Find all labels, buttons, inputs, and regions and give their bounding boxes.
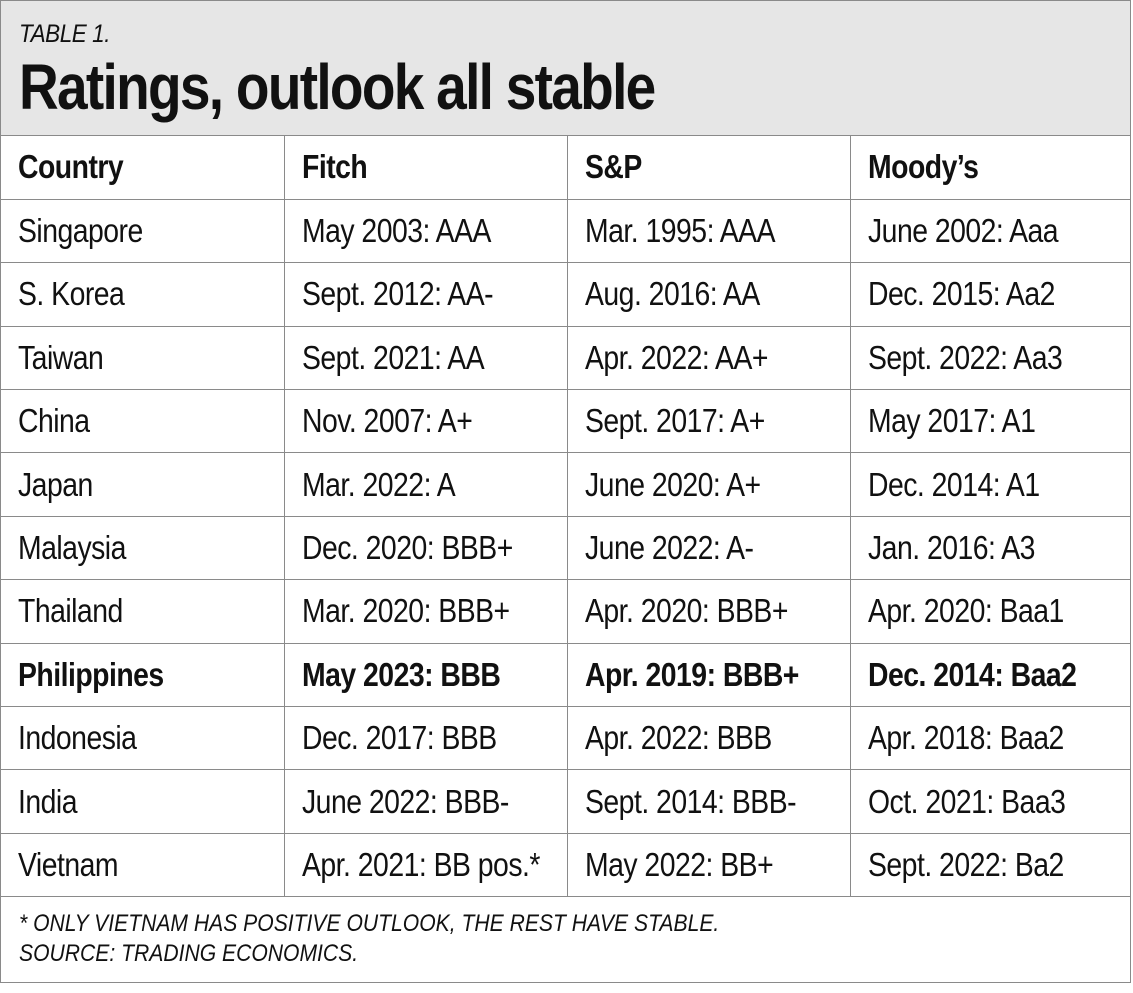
cell-country: India <box>1 769 285 834</box>
cell-moodys: Dec. 2014: Baa2 <box>850 643 1130 708</box>
cell-sp: Sept. 2017: A+ <box>567 389 851 454</box>
table-row: Philippines May 2023: BBB Apr. 2019: BBB+ D… <box>1 643 1130 708</box>
table-title: Ratings, outlook all stable <box>19 51 656 123</box>
cell-moodys: Sept. 2022: Aa3 <box>850 326 1130 391</box>
cell-country: China <box>1 389 285 454</box>
table-header-row: Country Fitch S&P Moody’s <box>1 136 1130 200</box>
table-row: Indonesia Dec. 2017: BBB Apr. 2022: BBB Apr… <box>1 706 1130 771</box>
cell-country: Indonesia <box>1 706 285 771</box>
cell-country: Thailand <box>1 579 285 644</box>
cell-fitch: May 2023: BBB <box>284 643 568 708</box>
table-header: TABLE 1. Ratings, outlook all stable <box>1 1 1130 136</box>
cell-sp: Aug. 2016: AA <box>567 262 851 327</box>
cell-country: S. Korea <box>1 262 285 327</box>
cell-sp: May 2022: BB+ <box>567 833 851 898</box>
table-row: Singapore May 2003: AAA Mar. 1995: AAA June… <box>1 199 1130 264</box>
cell-fitch: May 2003: AAA <box>284 199 568 264</box>
cell-moodys: Dec. 2014: A1 <box>850 452 1130 517</box>
cell-moodys: Apr. 2018: Baa2 <box>850 706 1130 771</box>
cell-sp: June 2020: A+ <box>567 452 851 517</box>
cell-sp: Mar. 1995: AAA <box>567 199 851 264</box>
cell-country: Singapore <box>1 199 285 264</box>
cell-fitch: Mar. 2020: BBB+ <box>284 579 568 644</box>
cell-fitch: June 2022: BBB- <box>284 769 568 834</box>
column-header-country: Country <box>1 136 285 200</box>
table-row: Malaysia Dec. 2020: BBB+ June 2022: A- Jan.… <box>1 516 1130 581</box>
cell-fitch: Dec. 2017: BBB <box>284 706 568 771</box>
cell-fitch: Mar. 2022: A <box>284 452 568 517</box>
table-row: Taiwan Sept. 2021: AA Apr. 2022: AA+ Sept. … <box>1 326 1130 391</box>
cell-country: Philippines <box>1 643 285 708</box>
table-row: Thailand Mar. 2020: BBB+ Apr. 2020: BBB+ Ap… <box>1 579 1130 644</box>
cell-fitch: Sept. 2021: AA <box>284 326 568 391</box>
cell-sp: Apr. 2022: BBB <box>567 706 851 771</box>
cell-country: Taiwan <box>1 326 285 391</box>
table-row: Japan Mar. 2022: A June 2020: A+ Dec. 2014:… <box>1 452 1130 517</box>
cell-moodys: Oct. 2021: Baa3 <box>850 769 1130 834</box>
table-number-label: TABLE 1. <box>19 20 111 48</box>
table-row: S. Korea Sept. 2012: AA- Aug. 2016: AA Dec.… <box>1 262 1130 327</box>
cell-moodys: Jan. 2016: A3 <box>850 516 1130 581</box>
cell-sp: Sept. 2014: BBB- <box>567 769 851 834</box>
ratings-table: Country Fitch S&P Moody’s Singapore May 2… <box>1 136 1130 898</box>
cell-fitch: Sept. 2012: AA- <box>284 262 568 327</box>
cell-sp: Apr. 2022: AA+ <box>567 326 851 391</box>
column-header-moodys: Moody’s <box>850 136 1130 200</box>
table-row: China Nov. 2007: A+ Sept. 2017: A+ May 2017… <box>1 389 1130 454</box>
cell-country: Malaysia <box>1 516 285 581</box>
cell-country: Vietnam <box>1 833 285 898</box>
footnote: * ONLY VIETNAM HAS POSITIVE OUTLOOK, THE… <box>19 910 720 938</box>
cell-moodys: June 2002: Aaa <box>850 199 1130 264</box>
cell-sp: Apr. 2019: BBB+ <box>567 643 851 708</box>
cell-moodys: Apr. 2020: Baa1 <box>850 579 1130 644</box>
cell-moodys: Sept. 2022: Ba2 <box>850 833 1130 898</box>
table-footer: * ONLY VIETNAM HAS POSITIVE OUTLOOK, THE… <box>1 897 1130 969</box>
cell-fitch: Nov. 2007: A+ <box>284 389 568 454</box>
cell-moodys: May 2017: A1 <box>850 389 1130 454</box>
table-row: Vietnam Apr. 2021: BB pos.* May 2022: BB+ S… <box>1 833 1130 898</box>
cell-fitch: Dec. 2020: BBB+ <box>284 516 568 581</box>
cell-sp: June 2022: A- <box>567 516 851 581</box>
cell-country: Japan <box>1 452 285 517</box>
table-row: India June 2022: BBB- Sept. 2014: BBB- Oct.… <box>1 769 1130 834</box>
cell-fitch: Apr. 2021: BB pos.* <box>284 833 568 898</box>
column-header-sp: S&P <box>567 136 851 200</box>
cell-sp: Apr. 2020: BBB+ <box>567 579 851 644</box>
column-header-fitch: Fitch <box>284 136 568 200</box>
cell-moodys: Dec. 2015: Aa2 <box>850 262 1130 327</box>
source-note: SOURCE: TRADING ECONOMICS. <box>19 940 359 968</box>
